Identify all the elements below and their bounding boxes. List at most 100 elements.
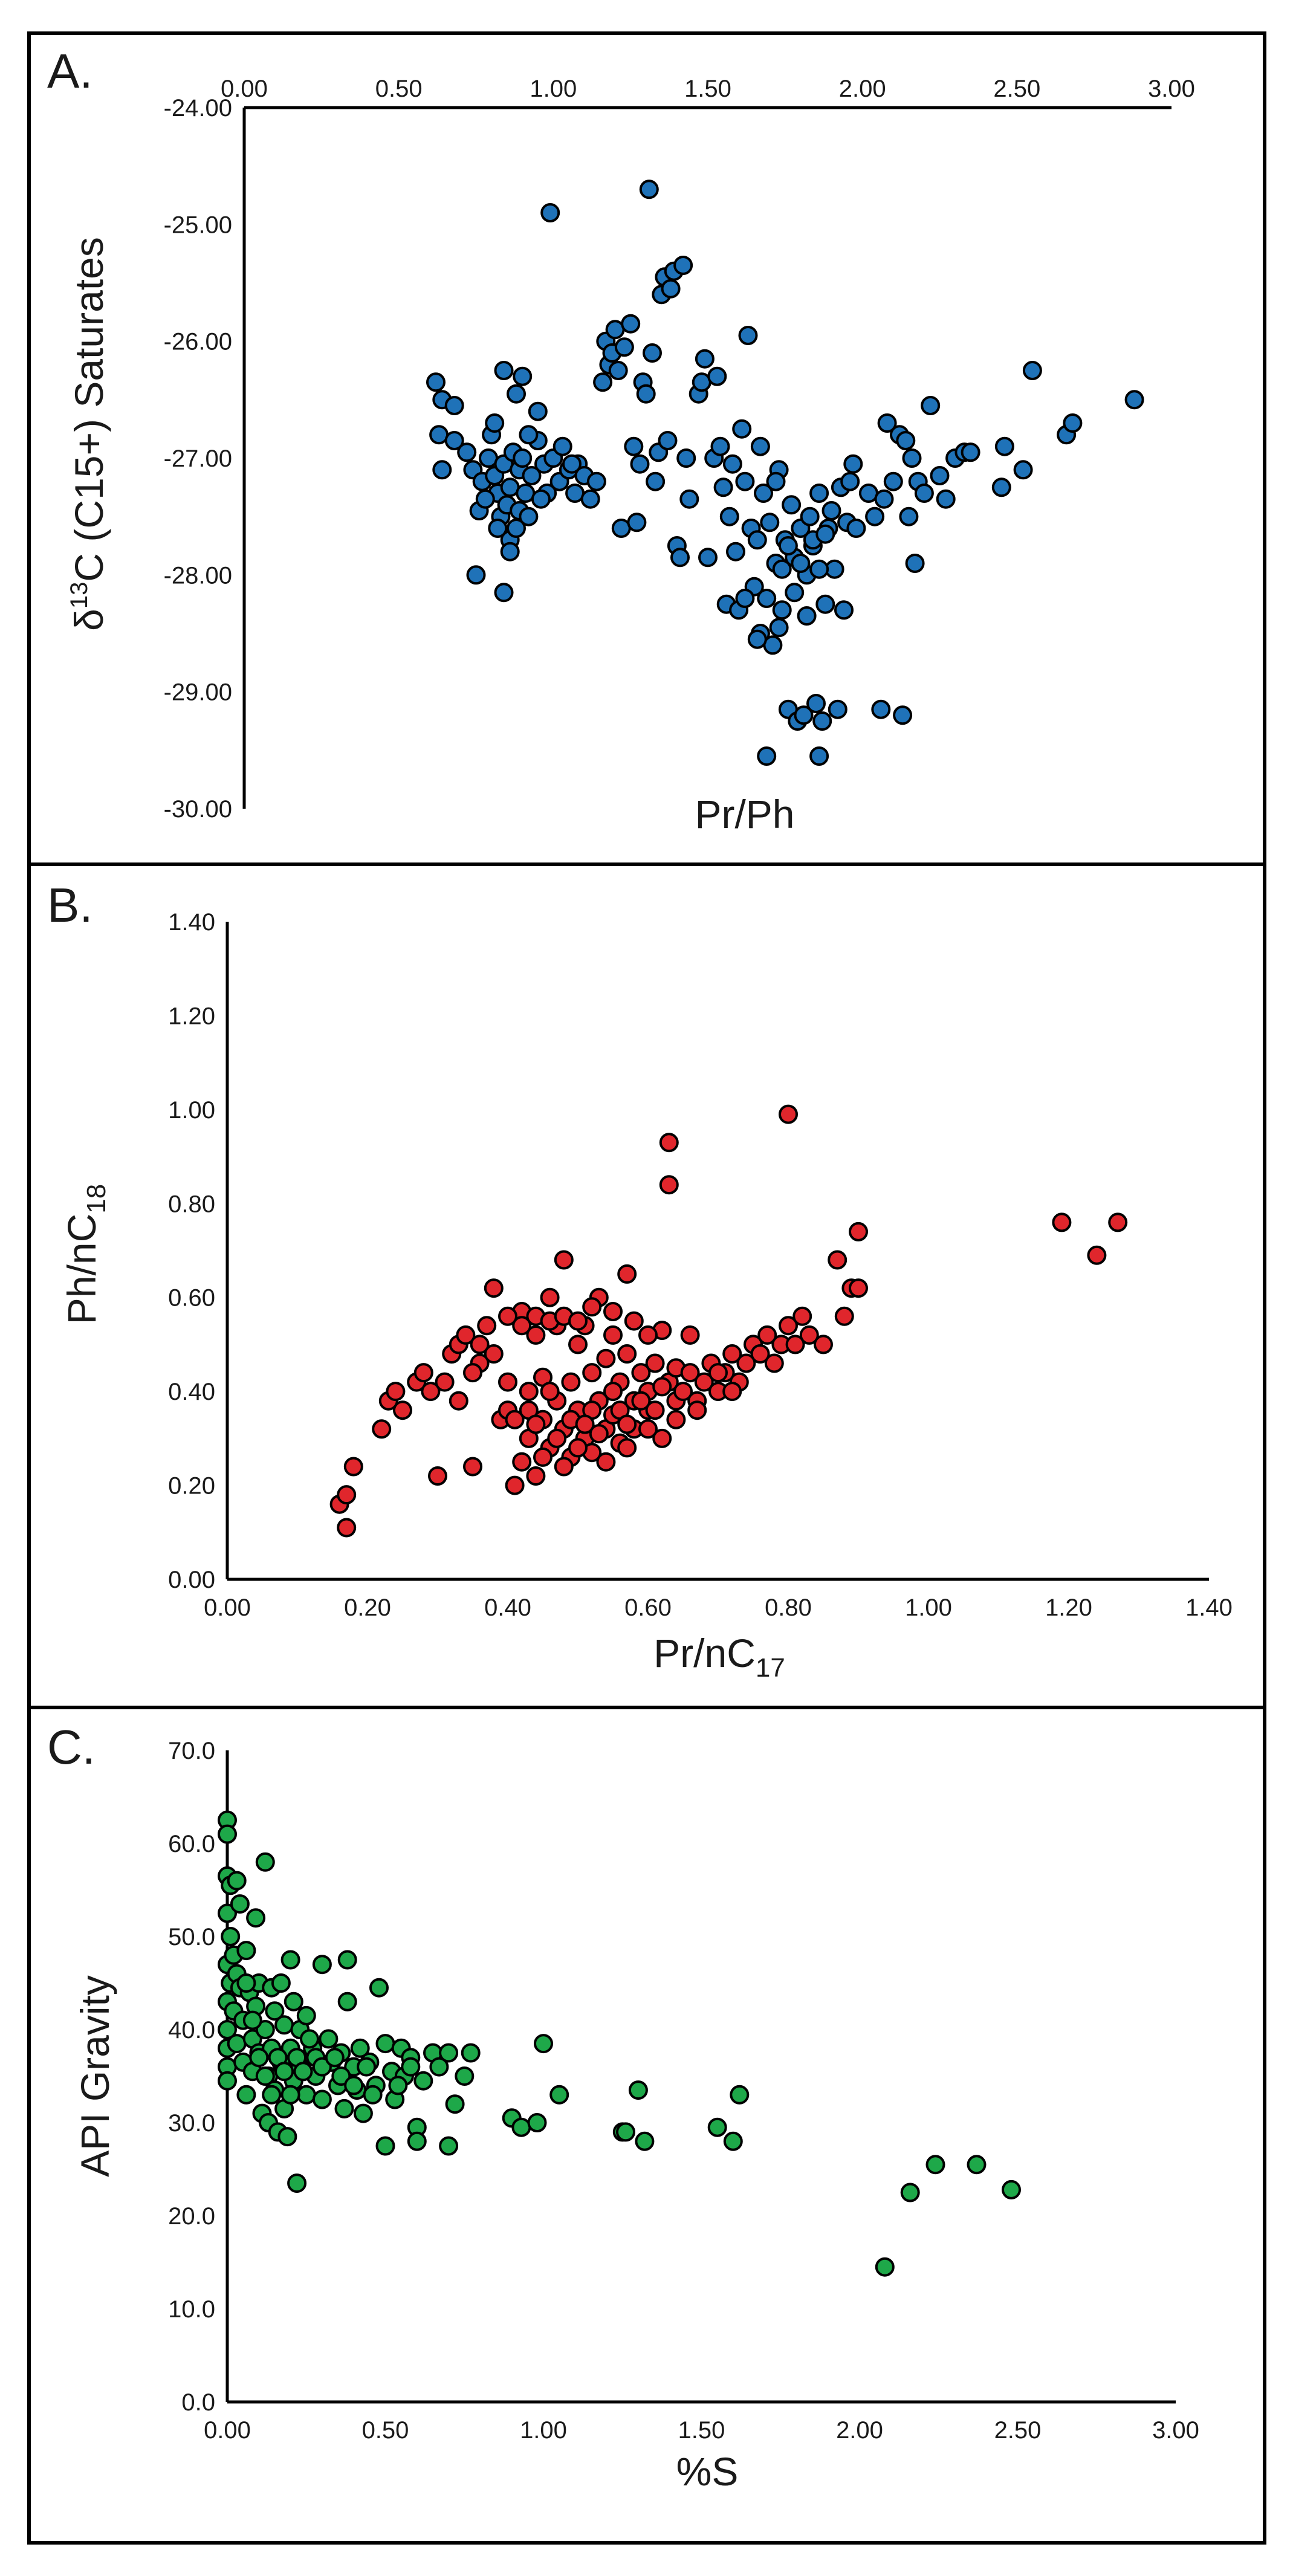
data-point bbox=[337, 1992, 357, 2011]
data-point bbox=[747, 629, 767, 649]
data-point bbox=[659, 1133, 679, 1153]
data-point bbox=[893, 705, 913, 725]
data-point bbox=[227, 2034, 247, 2054]
data-point bbox=[236, 2085, 256, 2105]
data-point bbox=[505, 1475, 525, 1495]
data-point bbox=[449, 1391, 468, 1411]
data-point bbox=[680, 1363, 700, 1383]
data-point bbox=[470, 1335, 490, 1354]
data-point bbox=[687, 1400, 707, 1420]
data-point bbox=[738, 326, 758, 345]
panel-letter: A. bbox=[47, 44, 93, 98]
data-point bbox=[713, 477, 733, 497]
data-point bbox=[1087, 1245, 1107, 1265]
data-point bbox=[658, 431, 678, 450]
data-point bbox=[646, 471, 666, 491]
data-point bbox=[766, 471, 786, 491]
data-point bbox=[707, 366, 727, 386]
data-point bbox=[630, 454, 650, 474]
data-point bbox=[638, 1419, 658, 1439]
data-point bbox=[800, 506, 820, 526]
data-point bbox=[413, 2071, 433, 2091]
data-point bbox=[534, 2034, 553, 2054]
data-point bbox=[540, 1287, 560, 1307]
x-tick-label: 2.00 bbox=[839, 76, 886, 102]
data-point bbox=[643, 343, 662, 363]
data-point bbox=[736, 1353, 756, 1373]
data-point bbox=[1002, 2180, 1021, 2199]
data-point bbox=[1013, 460, 1033, 480]
data-point bbox=[461, 2043, 481, 2063]
data-point bbox=[533, 1447, 553, 1467]
data-point bbox=[905, 554, 925, 573]
data-point bbox=[757, 746, 777, 766]
data-point bbox=[1052, 1212, 1072, 1232]
data-point bbox=[500, 542, 520, 561]
data-point bbox=[809, 559, 829, 579]
y-tick-label: 0.40 bbox=[168, 1379, 215, 1405]
data-point bbox=[519, 1382, 539, 1402]
data-point bbox=[429, 2057, 449, 2077]
data-point bbox=[218, 1824, 237, 1844]
data-point bbox=[593, 372, 613, 392]
x-axis-title: %S bbox=[676, 2449, 739, 2494]
data-point bbox=[280, 1950, 300, 1970]
data-point bbox=[900, 2183, 920, 2202]
data-point bbox=[596, 1452, 616, 1472]
data-point bbox=[312, 2089, 332, 2109]
data-point bbox=[561, 1372, 581, 1392]
data-point bbox=[645, 1400, 665, 1420]
data-point bbox=[710, 436, 730, 456]
data-point bbox=[779, 1316, 798, 1336]
data-point bbox=[624, 436, 644, 456]
x-tick-label: 0.40 bbox=[484, 1594, 531, 1621]
data-point bbox=[582, 1297, 602, 1317]
data-point bbox=[568, 1438, 588, 1458]
data-point bbox=[428, 1466, 447, 1486]
y-tick-label: 50.0 bbox=[168, 1924, 215, 1950]
data-point bbox=[914, 484, 934, 503]
data-point bbox=[925, 2155, 945, 2175]
data-point bbox=[875, 2257, 895, 2277]
data-point bbox=[638, 1325, 658, 1345]
data-point bbox=[393, 1400, 412, 1420]
data-point bbox=[375, 2136, 395, 2156]
data-point bbox=[1108, 1212, 1128, 1232]
data-point bbox=[350, 2038, 370, 2058]
data-point bbox=[353, 2103, 373, 2123]
data-point bbox=[507, 384, 526, 404]
panel-letter: B. bbox=[47, 878, 93, 932]
data-point bbox=[769, 618, 789, 638]
data-point bbox=[456, 1325, 476, 1345]
data-point bbox=[271, 1973, 291, 1993]
data-point bbox=[432, 460, 452, 480]
data-point bbox=[582, 1363, 602, 1383]
data-point bbox=[265, 2001, 285, 2021]
data-point bbox=[722, 454, 742, 474]
data-point bbox=[849, 1278, 868, 1298]
data-point bbox=[617, 1414, 637, 1434]
y-axis-title: δ13C (C15+) Saturates bbox=[66, 237, 111, 631]
data-point bbox=[846, 519, 866, 538]
x-tick-label: 0.00 bbox=[204, 2417, 251, 2444]
data-point bbox=[764, 1353, 784, 1373]
data-point bbox=[961, 442, 980, 462]
data-point bbox=[540, 1382, 560, 1402]
data-point bbox=[883, 471, 903, 491]
data-point bbox=[586, 471, 606, 491]
x-tick-label: 1.50 bbox=[684, 76, 731, 102]
data-point bbox=[407, 2131, 427, 2151]
y-tick-label: 1.20 bbox=[168, 1003, 215, 1029]
data-point bbox=[596, 1348, 616, 1368]
data-point bbox=[708, 1363, 728, 1383]
data-point bbox=[627, 513, 647, 532]
data-point bbox=[386, 1382, 406, 1402]
data-point bbox=[262, 2085, 282, 2105]
x-tick-label: 1.20 bbox=[1045, 1594, 1092, 1621]
data-point bbox=[498, 1372, 517, 1392]
data-point bbox=[877, 413, 897, 433]
data-point bbox=[673, 256, 693, 275]
data-point bbox=[540, 203, 560, 222]
data-point bbox=[994, 436, 1014, 456]
data-point bbox=[337, 1950, 357, 1970]
